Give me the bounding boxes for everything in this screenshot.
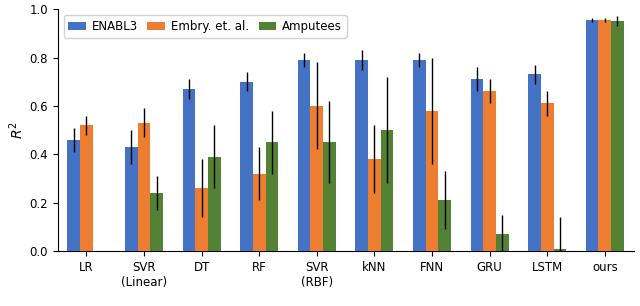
Bar	[195, 188, 208, 251]
Bar	[368, 159, 381, 251]
Bar	[266, 142, 278, 251]
Y-axis label: $R^2$: $R^2$	[8, 121, 26, 139]
Bar	[125, 147, 138, 251]
Bar	[528, 74, 541, 251]
Bar	[67, 140, 80, 251]
Bar	[496, 234, 509, 251]
Bar	[483, 91, 496, 251]
Bar	[541, 103, 554, 251]
Bar	[138, 123, 150, 251]
Bar	[554, 248, 566, 251]
Bar	[355, 60, 368, 251]
Bar	[240, 82, 253, 251]
Bar	[470, 79, 483, 251]
Bar	[438, 200, 451, 251]
Bar	[298, 60, 310, 251]
Bar	[80, 125, 93, 251]
Bar	[611, 21, 624, 251]
Bar	[586, 20, 598, 251]
Bar	[381, 130, 394, 251]
Legend: ENABL3, Embry. et. al., Amputees: ENABL3, Embry. et. al., Amputees	[63, 15, 347, 38]
Bar	[413, 60, 426, 251]
Bar	[426, 111, 438, 251]
Bar	[150, 193, 163, 251]
Bar	[253, 174, 266, 251]
Bar	[310, 106, 323, 251]
Bar	[182, 89, 195, 251]
Bar	[323, 142, 336, 251]
Bar	[208, 157, 221, 251]
Bar	[598, 20, 611, 251]
